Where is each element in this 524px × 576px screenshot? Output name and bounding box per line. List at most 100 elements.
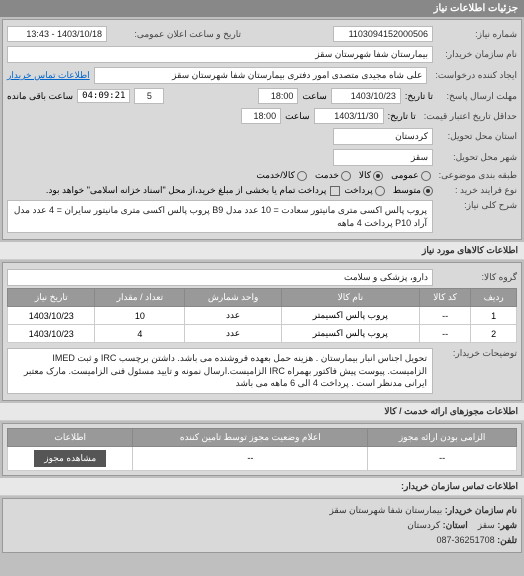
until-label: تا تاریخ:: [405, 91, 433, 102]
buyer-contact-title: اطلاعات تماس سازمان خریدار:: [0, 478, 524, 496]
need-info-panel: شماره نیاز: 1103094152000506 تاریخ و ساع…: [2, 19, 522, 240]
contact-phone-label: تلفن:: [497, 535, 517, 545]
buyer-notes-field: تحویل اجناس انبار بیمارستان . هزینه حمل …: [7, 348, 433, 394]
table-header: اطلاعات: [8, 428, 133, 446]
buyer-org-field: بیمارستان شفا شهرستان سقز: [7, 46, 433, 63]
radio-label: عمومی: [391, 170, 419, 181]
radio-label: خدمت: [315, 170, 339, 181]
packaging-radio-group: عمومی کالا خدمت کالا/خدمت: [256, 170, 430, 181]
buy-type-radio-group: متوسط پرداخت: [344, 185, 433, 196]
goods-table: ردیفکد کالانام کالاواحد شمارشتعداد / مقد…: [7, 288, 517, 343]
table-header: واحد شمارش: [185, 289, 282, 307]
remaining-label: ساعت باقی مانده: [7, 91, 73, 102]
time-label: ساعت: [302, 91, 327, 102]
radio-label: کالا: [359, 170, 371, 181]
contact-city-value: سقز: [478, 520, 495, 530]
permits-section-title: اطلاعات مجوزهای ارائه خدمت / کالا: [0, 403, 524, 421]
request-no-label: شماره نیاز:: [437, 29, 517, 40]
table-cell: پروب پالس اکسیمتر: [281, 325, 419, 343]
contact-province-value: کردستان: [407, 520, 440, 530]
view-permit-button[interactable]: مشاهده مجوز: [34, 450, 106, 467]
table-cell: --: [419, 307, 471, 325]
permit-action-cell: مشاهده مجوز: [8, 446, 133, 470]
buy-note-checkbox[interactable]: [330, 186, 340, 196]
public-datetime-label: تاریخ و ساعت اعلان عمومی:: [111, 29, 241, 40]
request-no-field: 1103094152000506: [333, 26, 433, 42]
table-row: 1--پروب پالس اکسیمترعدد101403/10/23: [8, 307, 517, 325]
public-datetime-field: 1403/10/18 - 13:43: [7, 26, 107, 42]
radio-icon: [421, 171, 431, 181]
radio-icon: [423, 186, 433, 196]
radio-icon: [341, 171, 351, 181]
radio-icon: [375, 186, 385, 196]
remaining-time-field: 04:09:21: [77, 89, 130, 103]
requester-field: علی شاه مجیدی متصدی امور دفتری بیمارستان…: [94, 67, 428, 84]
table-cell: 1: [471, 307, 517, 325]
table-cell: عدد: [185, 325, 282, 343]
table-header: الزامی بودن ارائه مجوز: [368, 428, 517, 446]
contact-phone-value: 36251708-087: [437, 535, 495, 545]
buyer-contact-panel: نام سازمان خریدار: بیمارستان شفا شهرستان…: [2, 498, 522, 553]
radio-label: کالا/خدمت: [256, 170, 295, 181]
delivery-province-label: استان محل تحویل:: [437, 131, 517, 142]
remaining-days-field: 5: [134, 88, 164, 104]
table-cell: --: [419, 325, 471, 343]
buy-type-label: نوع فرایند خرید :: [437, 185, 517, 196]
contact-org-label: نام سازمان خریدار:: [445, 505, 517, 515]
packaging-option[interactable]: خدمت: [315, 170, 351, 181]
table-cell: 2: [471, 325, 517, 343]
credit-until-label: تا تاریخ:: [388, 111, 416, 122]
radio-label: پرداخت: [344, 185, 372, 196]
buy-note-text: پرداخت تمام یا بخشی از مبلغ خرید،از محل …: [46, 185, 326, 196]
packaging-option[interactable]: کالا/خدمت: [256, 170, 307, 181]
packaging-option[interactable]: کالا: [359, 170, 383, 181]
buyer-contact-link[interactable]: اطلاعات تماس خریدار: [7, 70, 90, 81]
goods-group-label: گروه کالا:: [437, 272, 517, 283]
table-header: تعداد / مقدار: [95, 289, 185, 307]
table-header: ردیف: [471, 289, 517, 307]
credit-label: حداقل تاریخ اعتبار قیمت:: [420, 111, 517, 122]
desc-label: شرح کلی نیاز:: [437, 200, 517, 211]
table-header: نام کالا: [281, 289, 419, 307]
credit-date-field: 1403/11/30: [314, 108, 384, 124]
delivery-province-field: کردستان: [333, 128, 433, 145]
deadline-date-field: 1403/10/23: [331, 88, 401, 104]
buyer-org-label: نام سازمان خریدار:: [437, 49, 517, 60]
delivery-city-label: شهر محل تحویل:: [437, 152, 517, 163]
time-label-2: ساعت: [285, 111, 310, 122]
permits-panel: الزامی بودن ارائه مجوزاعلام وضعیت مجوز ت…: [2, 423, 522, 476]
desc-field: پروب پالس اکسی متری مانیتور سعادت = 10 ع…: [7, 200, 433, 233]
requester-label: ایجاد کننده درخواست:: [431, 70, 517, 81]
table-header: کد کالا: [419, 289, 471, 307]
credit-time-field: 18:00: [241, 108, 281, 124]
buy-type-option[interactable]: پرداخت: [344, 185, 384, 196]
permits-table: الزامی بودن ارائه مجوزاعلام وضعیت مجوز ت…: [7, 428, 517, 471]
contact-province-label: استان:: [443, 520, 468, 530]
permit-cell: --: [133, 446, 368, 470]
table-cell: پروب پالس اکسیمتر: [281, 307, 419, 325]
table-cell: 1403/10/23: [8, 325, 95, 343]
buyer-notes-label: توضیحات خریدار:: [437, 348, 517, 359]
table-row: 2--پروب پالس اکسیمترعدد41403/10/23: [8, 325, 517, 343]
goods-panel: گروه کالا: دارو، پزشکی و سلامت ردیفکد کا…: [2, 262, 522, 401]
radio-icon: [297, 171, 307, 181]
contact-city-label: شهر:: [497, 520, 517, 530]
buy-type-option[interactable]: متوسط: [393, 185, 433, 196]
table-cell: 1403/10/23: [8, 307, 95, 325]
radio-icon: [373, 171, 383, 181]
reply-deadline-label: مهلت ارسال پاسخ:: [437, 91, 517, 102]
packaging-option[interactable]: عمومی: [391, 170, 431, 181]
table-cell: 4: [95, 325, 185, 343]
table-header: تاریخ نیاز: [8, 289, 95, 307]
radio-label: متوسط: [393, 185, 421, 196]
table-header: اعلام وضعیت مجوز توسط تامین کننده: [133, 428, 368, 446]
table-row: -- -- مشاهده مجوز: [8, 446, 517, 470]
delivery-city-field: سقز: [333, 149, 433, 166]
packaging-label: طبقه بندی موضوعی:: [435, 170, 517, 181]
main-header: جزئیات اطلاعات نیاز: [0, 0, 524, 17]
goods-section-title: اطلاعات کالاهای مورد نیاز: [0, 242, 524, 260]
goods-group-field: دارو، پزشکی و سلامت: [7, 269, 433, 286]
contact-org-value: بیمارستان شفا شهرستان سقز: [329, 505, 442, 515]
permit-cell: --: [368, 446, 517, 470]
table-cell: 10: [95, 307, 185, 325]
